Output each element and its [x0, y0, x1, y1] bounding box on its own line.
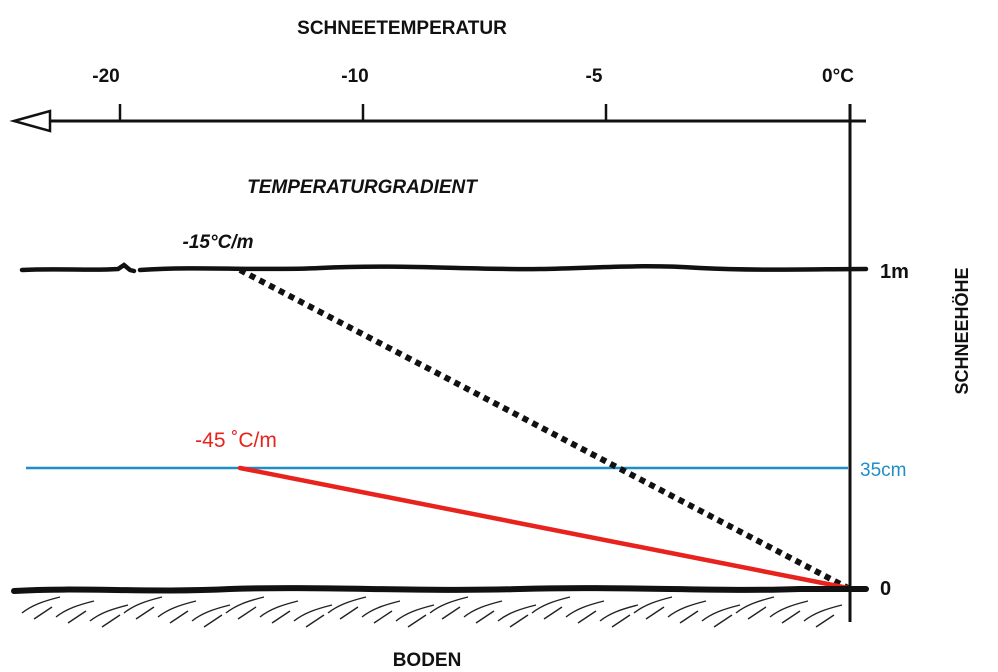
tick-label-0: 0°C [822, 66, 854, 87]
tick-label-minus10: -10 [341, 66, 368, 87]
gradient-2-label: -45 ˚C/m [195, 429, 277, 452]
gradient-1-line [238, 267, 850, 591]
ground-label: BODEN [393, 650, 462, 671]
gradient-2-line [237, 465, 851, 591]
tick-label-minus20: -20 [92, 66, 119, 87]
top-axis-title: SCHNEETEMPERATUR [297, 18, 507, 39]
snow-surface-line [19, 262, 869, 274]
tick-label-minus5: -5 [586, 66, 603, 87]
height-label-35cm: 35cm [860, 460, 906, 481]
axis-arrow-icon [9, 109, 52, 133]
height-label-1m: 1m [880, 261, 909, 283]
height-label-0: 0 [880, 578, 891, 600]
gradient-1-label: -15°C/m [183, 232, 254, 253]
height-axis-title: SCHNEEHÖHE [952, 267, 972, 394]
soil-hatching [21, 596, 843, 628]
ground-line [11, 585, 869, 594]
gradient-title: TEMPERATURGRADIENT [247, 177, 478, 198]
